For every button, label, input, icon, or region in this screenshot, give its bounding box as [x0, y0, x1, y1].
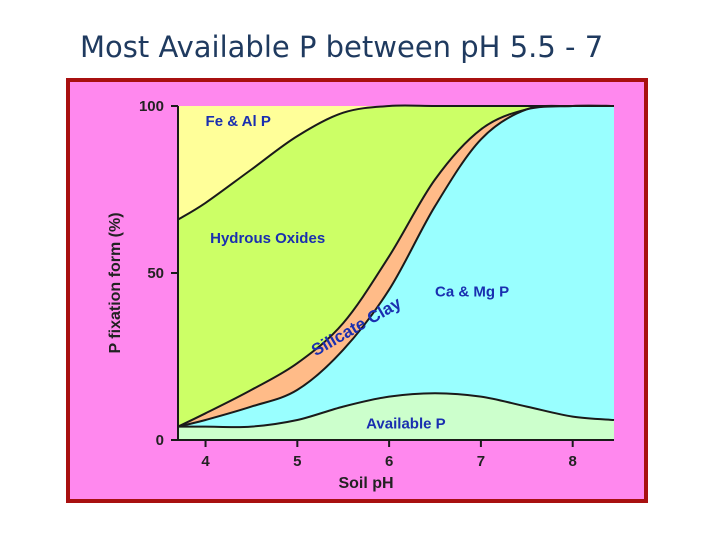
- chart-axes: 4 5 6 7 8 0 50 100 Soil pH P fixation form (%): [107, 98, 614, 492]
- region-label: Hydrous Oxides: [210, 230, 325, 247]
- fixation-chart: 4 5 6 7 8 0 50 100 Soil pH P fixation form (%) Fe…: [107, 98, 615, 492]
- area-ca-mg-p: [178, 105, 614, 440]
- chart-areas: [178, 105, 614, 440]
- x-tick-label: 8: [569, 453, 577, 470]
- region-label: Fe & Al P: [206, 113, 271, 130]
- x-tick-label: 4: [201, 453, 210, 470]
- y-tick-label: 50: [147, 265, 164, 282]
- region-label: Available P: [366, 415, 445, 432]
- slide-title: Most Available P between pH 5.5 - 7: [80, 30, 604, 64]
- boundary-hydrous-upper: [177, 104, 615, 428]
- chart-boundaries: [177, 104, 615, 429]
- x-tick-label: 6: [385, 453, 393, 470]
- chart-frame: 4 5 6 7 8 0 50 100 Soil pH P fixation form (%) Fe…: [66, 78, 648, 503]
- y-axis-title: P fixation form (%): [107, 212, 124, 353]
- y-tick-label: 100: [139, 98, 164, 115]
- area-available-p: [178, 393, 614, 440]
- y-tick-label: 0: [156, 432, 164, 449]
- x-tick-label: 5: [293, 453, 301, 470]
- x-tick-label: 7: [477, 453, 485, 470]
- region-label: Ca & Mg P: [435, 283, 509, 300]
- x-axis-title: Soil pH: [338, 475, 393, 492]
- boundary-fe-al-upper: [177, 104, 614, 221]
- boundary-available-upper: [178, 392, 615, 429]
